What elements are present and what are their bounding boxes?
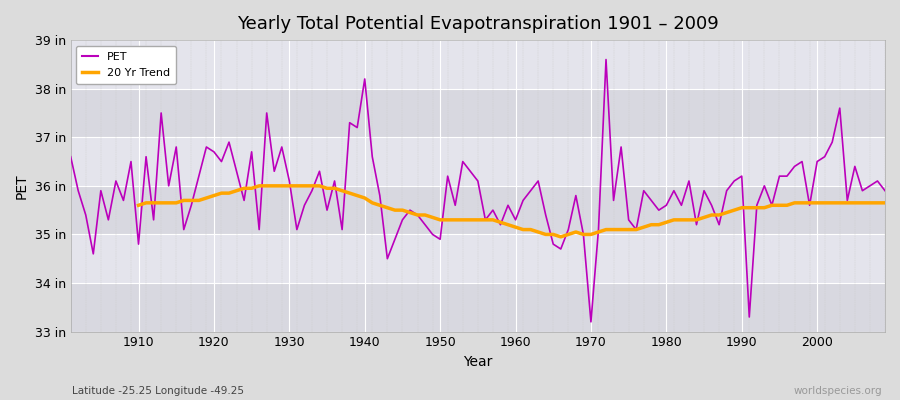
Legend: PET, 20 Yr Trend: PET, 20 Yr Trend bbox=[76, 46, 176, 84]
Y-axis label: PET: PET bbox=[15, 173, 29, 199]
Bar bbox=[71, 186, 885, 234]
Title: Yearly Total Potential Evapotranspiration 1901 – 2009: Yearly Total Potential Evapotranspiratio… bbox=[237, 15, 719, 33]
Bar bbox=[71, 40, 885, 89]
Bar bbox=[71, 89, 885, 137]
Text: Latitude -25.25 Longitude -49.25: Latitude -25.25 Longitude -49.25 bbox=[72, 386, 244, 396]
Bar bbox=[71, 234, 885, 283]
X-axis label: Year: Year bbox=[464, 355, 492, 369]
Text: worldspecies.org: worldspecies.org bbox=[794, 386, 882, 396]
Bar bbox=[71, 283, 885, 332]
Bar bbox=[71, 137, 885, 186]
